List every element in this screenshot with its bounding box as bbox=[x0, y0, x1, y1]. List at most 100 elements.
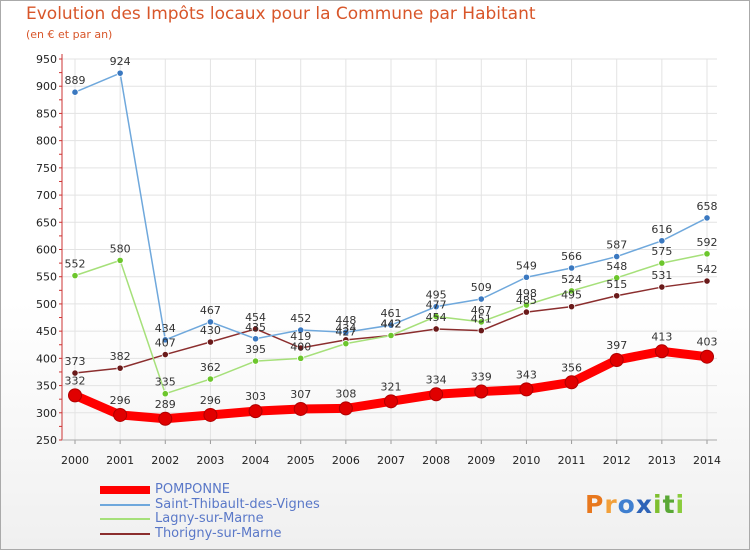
data-label: 395 bbox=[245, 343, 266, 356]
data-point bbox=[477, 326, 485, 335]
y-tick-label: 400 bbox=[36, 352, 57, 365]
data-label: 616 bbox=[651, 223, 672, 236]
y-tick-label: 350 bbox=[36, 380, 57, 393]
data-point bbox=[293, 401, 308, 416]
data-label: 427 bbox=[335, 326, 356, 339]
y-tick-label: 300 bbox=[36, 407, 57, 420]
legend: POMPONNE Saint-Thibault-des-Vignes Lagny… bbox=[100, 482, 360, 542]
data-label: 461 bbox=[381, 307, 402, 320]
logo-letter: o bbox=[617, 490, 636, 519]
data-label: 442 bbox=[381, 317, 402, 330]
data-point bbox=[297, 344, 305, 352]
legend-label: Thorigny-sur-Marne bbox=[155, 525, 282, 541]
data-point bbox=[522, 301, 531, 309]
y-tick-label: 750 bbox=[36, 162, 57, 175]
x-tick-label: 2006 bbox=[332, 454, 360, 467]
data-point bbox=[342, 340, 350, 348]
data-label: 924 bbox=[110, 55, 131, 68]
data-label: 452 bbox=[290, 312, 311, 325]
data-point bbox=[654, 344, 669, 359]
data-point bbox=[564, 375, 579, 390]
data-label: 419 bbox=[290, 330, 311, 343]
data-label: 495 bbox=[426, 289, 447, 302]
data-point bbox=[116, 256, 124, 264]
data-point bbox=[703, 250, 711, 258]
data-point bbox=[116, 364, 124, 372]
data-label: 356 bbox=[561, 361, 582, 374]
data-point bbox=[248, 404, 263, 419]
data-point bbox=[71, 88, 79, 96]
logo-letter: i bbox=[675, 490, 686, 519]
data-point bbox=[658, 283, 666, 291]
chart-subtitle: (en € et par an) bbox=[26, 28, 113, 41]
legend-item: POMPONNE bbox=[100, 482, 360, 498]
legend-swatch bbox=[100, 486, 150, 494]
data-point bbox=[567, 287, 576, 295]
x-tick-label: 2009 bbox=[467, 454, 495, 467]
data-label: 549 bbox=[516, 259, 537, 272]
data-point bbox=[71, 272, 79, 280]
logo-letter: r bbox=[604, 490, 618, 519]
data-label: 407 bbox=[155, 337, 176, 350]
x-tick-label: 2010 bbox=[512, 454, 540, 467]
legend-swatch bbox=[100, 532, 150, 535]
y-tick-label: 500 bbox=[36, 298, 57, 311]
data-label: 400 bbox=[290, 340, 311, 353]
data-point bbox=[609, 352, 624, 367]
data-point bbox=[251, 357, 260, 365]
data-point bbox=[703, 214, 711, 222]
data-label: 531 bbox=[651, 269, 672, 282]
data-label: 397 bbox=[606, 339, 627, 352]
data-point bbox=[432, 303, 440, 311]
data-point bbox=[161, 390, 169, 398]
data-label: 498 bbox=[516, 287, 537, 300]
data-label: 434 bbox=[155, 322, 176, 335]
y-tick-label: 950 bbox=[36, 53, 57, 66]
data-label: 575 bbox=[651, 245, 672, 258]
data-label: 524 bbox=[561, 273, 582, 286]
data-label: 307 bbox=[290, 388, 311, 401]
data-label: 548 bbox=[606, 260, 627, 273]
data-label: 442 bbox=[381, 317, 402, 330]
data-point bbox=[206, 338, 215, 346]
y-tick-label: 650 bbox=[36, 216, 57, 229]
data-point bbox=[432, 312, 440, 321]
data-point bbox=[522, 308, 531, 316]
data-label: 382 bbox=[110, 350, 131, 363]
data-label: 403 bbox=[697, 336, 718, 349]
data-label: 448 bbox=[335, 314, 356, 327]
data-point bbox=[71, 369, 79, 377]
data-point bbox=[251, 325, 260, 333]
data-label: 434 bbox=[335, 322, 356, 335]
y-tick-label: 800 bbox=[36, 135, 57, 148]
data-point bbox=[68, 388, 82, 403]
proxiti-logo: Proxiti bbox=[585, 490, 685, 519]
data-label: 467 bbox=[200, 304, 221, 317]
y-tick-label: 900 bbox=[36, 80, 57, 93]
data-point bbox=[613, 274, 621, 282]
legend-item: Thorigny-sur-Marne bbox=[100, 525, 360, 542]
legend-swatch bbox=[100, 503, 150, 506]
data-label: 552 bbox=[65, 258, 86, 271]
data-point bbox=[703, 277, 711, 285]
data-label: 339 bbox=[471, 371, 492, 384]
y-tick-label: 450 bbox=[36, 325, 57, 338]
data-label: 430 bbox=[200, 324, 221, 337]
data-point bbox=[567, 264, 576, 272]
data-label: 495 bbox=[561, 289, 582, 302]
data-label: 542 bbox=[697, 263, 718, 276]
data-label: 308 bbox=[335, 387, 356, 400]
data-point bbox=[658, 237, 666, 245]
data-point bbox=[522, 273, 531, 281]
x-tick-label: 2001 bbox=[106, 454, 134, 467]
data-point bbox=[158, 411, 173, 426]
y-tick-label: 550 bbox=[36, 271, 57, 284]
data-label: 451 bbox=[471, 313, 492, 326]
x-tick-label: 2003 bbox=[196, 454, 224, 467]
data-point bbox=[203, 407, 218, 422]
x-tick-label: 2007 bbox=[377, 454, 405, 467]
data-label: 485 bbox=[516, 294, 537, 307]
data-label: 515 bbox=[606, 278, 627, 291]
data-point bbox=[387, 321, 395, 329]
